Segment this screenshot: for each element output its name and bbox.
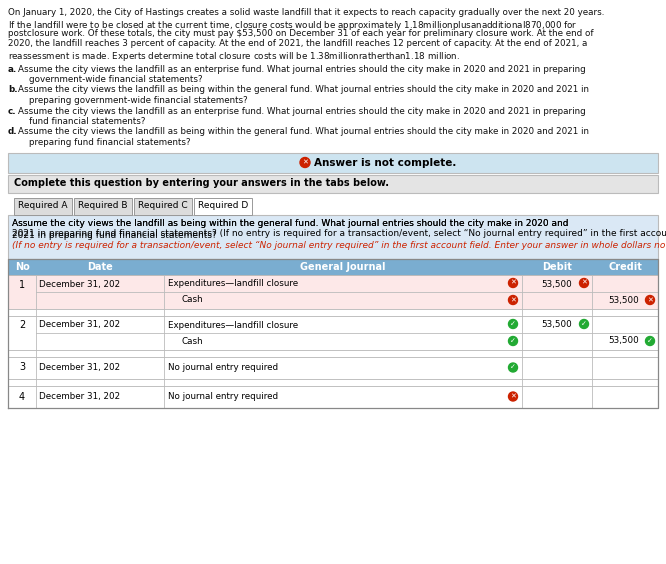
Text: December 31, 202: December 31, 202 (39, 392, 120, 401)
Text: 53,500: 53,500 (541, 320, 572, 329)
Bar (74, 197, 132, 214)
Text: c.: c. (8, 107, 17, 116)
Bar (8, 258, 658, 275)
Text: b.: b. (8, 86, 17, 95)
Text: Complete this question by entering your answers in the tabs below.: Complete this question by entering your … (14, 178, 389, 188)
Text: General Journal: General Journal (300, 262, 386, 271)
Text: preparing government-wide financial statements?: preparing government-wide financial stat… (18, 96, 248, 105)
Text: reassessment is made. Experts determine total closure costs will be $1.38 millio: reassessment is made. Experts determine … (8, 50, 460, 63)
Circle shape (509, 392, 517, 401)
Text: December 31, 202: December 31, 202 (39, 280, 120, 289)
Text: December 31, 202: December 31, 202 (39, 363, 120, 372)
Text: Required D: Required D (198, 201, 248, 210)
Text: 2021 in preparing fund financial statements? (If no entry is required for a tran: 2021 in preparing fund financial stateme… (12, 230, 666, 239)
Text: ✓: ✓ (510, 321, 516, 327)
Circle shape (509, 363, 517, 372)
Bar (8, 174, 658, 192)
Text: a.: a. (8, 64, 17, 73)
Bar (8, 152, 658, 173)
Text: Debit: Debit (542, 262, 572, 271)
Text: Assume the city views the landfill as an enterprise fund. What journal entries s: Assume the city views the landfill as an… (18, 107, 586, 116)
Text: Assume the city views the landfill as an enterprise fund. What journal entries s: Assume the city views the landfill as an… (18, 64, 586, 73)
Text: Required C: Required C (138, 201, 188, 210)
Text: Assume the city views the landfill as being within the general fund. What journa: Assume the city views the landfill as be… (18, 86, 589, 95)
Text: Required A: Required A (18, 201, 68, 210)
Text: 2: 2 (19, 320, 25, 331)
Text: Expenditures—landfill closure: Expenditures—landfill closure (168, 280, 298, 289)
Bar (8, 309, 658, 315)
Text: (If no entry is required for a transaction/event, select “No journal entry requi: (If no entry is required for a transacti… (12, 241, 666, 250)
Text: Cash: Cash (182, 296, 204, 305)
Text: December 31, 202: December 31, 202 (39, 320, 120, 329)
Bar (8, 275, 658, 309)
Bar (8, 214, 658, 258)
Text: preparing fund financial statements?: preparing fund financial statements? (18, 138, 190, 147)
Circle shape (300, 157, 310, 168)
Text: 2021 in preparing fund financial statements?: 2021 in preparing fund financial stateme… (12, 231, 216, 240)
Circle shape (509, 279, 517, 288)
Text: 4: 4 (19, 391, 25, 402)
Text: ✕: ✕ (510, 297, 516, 303)
Text: If the landfill were to be closed at the current time, closure costs would be ap: If the landfill were to be closed at the… (8, 19, 577, 32)
Text: No: No (15, 262, 29, 271)
Text: Required B: Required B (78, 201, 128, 210)
Text: 3: 3 (19, 363, 25, 372)
Circle shape (509, 296, 517, 305)
Text: No journal entry required: No journal entry required (168, 392, 278, 401)
Bar (134, 197, 192, 214)
Bar (8, 378, 658, 386)
Bar (8, 386, 658, 408)
Text: 53,500: 53,500 (609, 296, 639, 305)
Text: ✕: ✕ (581, 280, 587, 286)
Text: postclosure work. Of these totals, the city must pay $53,500 on December 31 of e: postclosure work. Of these totals, the c… (8, 29, 593, 38)
Text: 53,500: 53,500 (541, 280, 572, 289)
Text: ✕: ✕ (302, 160, 308, 165)
Text: Assume the city views the landfill as being within the general fund. What journa: Assume the city views the landfill as be… (18, 127, 589, 136)
Text: ✓: ✓ (510, 364, 516, 371)
Text: government-wide financial statements?: government-wide financial statements? (18, 75, 202, 84)
Text: On January 1, 2020, the City of Hastings creates a solid waste landfill that it : On January 1, 2020, the City of Hastings… (8, 8, 604, 17)
Text: 53,500: 53,500 (609, 337, 639, 346)
Bar (8, 315, 658, 350)
Text: Assume the city views the landfill as being within the general fund. What journa: Assume the city views the landfill as be… (12, 219, 569, 228)
Text: Cash: Cash (182, 337, 204, 346)
Circle shape (645, 337, 655, 346)
Circle shape (645, 296, 655, 305)
Bar (8, 356, 658, 378)
Text: Expenditures—landfill closure: Expenditures—landfill closure (168, 320, 298, 329)
Circle shape (509, 319, 517, 328)
Text: d.: d. (8, 127, 17, 136)
Circle shape (579, 279, 589, 288)
Bar (14, 197, 72, 214)
Circle shape (509, 337, 517, 346)
Text: No journal entry required: No journal entry required (168, 363, 278, 372)
Text: Answer is not complete.: Answer is not complete. (314, 157, 456, 168)
Text: ✕: ✕ (647, 297, 653, 303)
Text: ✓: ✓ (581, 321, 587, 327)
Text: fund financial statements?: fund financial statements? (18, 117, 145, 126)
Text: 2020, the landfill reaches 3 percent of capacity. At the end of 2021, the landfi: 2020, the landfill reaches 3 percent of … (8, 39, 587, 49)
Text: 1: 1 (19, 280, 25, 289)
Text: Assume the city views the landfill as being within the general fund. What journa: Assume the city views the landfill as be… (12, 219, 569, 228)
Text: ✕: ✕ (510, 394, 516, 399)
Text: ✓: ✓ (510, 338, 516, 344)
Text: Credit: Credit (608, 262, 642, 271)
Bar (194, 197, 252, 214)
Bar (8, 350, 658, 356)
Text: ✓: ✓ (647, 338, 653, 344)
Text: Date: Date (87, 262, 113, 271)
Text: ✕: ✕ (510, 280, 516, 286)
Circle shape (579, 319, 589, 328)
